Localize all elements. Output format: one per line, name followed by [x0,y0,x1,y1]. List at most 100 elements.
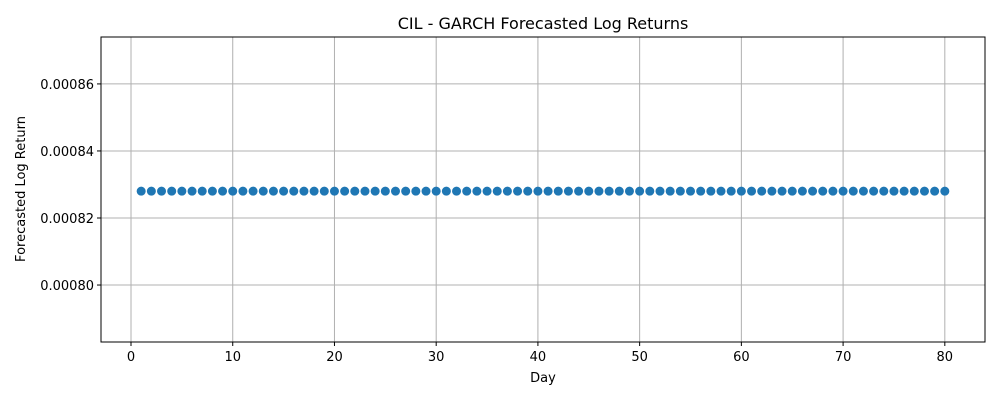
x-axis-label: Day [530,371,556,386]
y-axis-label: Forecasted Log Return [14,116,29,262]
data-point [777,186,787,196]
data-point [177,186,187,196]
data-point [604,186,614,196]
data-point [686,186,696,196]
data-point [401,186,411,196]
data-point [818,186,828,196]
y-tick-label: 0.00084 [40,145,94,160]
data-point [899,186,909,196]
data-point [421,186,431,196]
data-point [228,186,238,196]
data-point [665,186,675,196]
data-point [889,186,899,196]
data-point [848,186,858,196]
data-point [380,186,390,196]
data-point [248,186,258,196]
data-point [909,186,919,196]
data-point [299,186,309,196]
data-point [411,186,421,196]
data-point [675,186,685,196]
data-point [197,186,207,196]
data-point [808,186,818,196]
data-point [309,186,319,196]
x-tick-label: 50 [631,350,648,365]
data-point [350,186,360,196]
data-point [787,186,797,196]
data-point [513,186,523,196]
data-point [858,186,868,196]
data-point [869,186,879,196]
data-point [879,186,889,196]
data-point [747,186,757,196]
data-point [482,186,492,196]
data-point [533,186,543,196]
data-point [624,186,634,196]
data-point [940,186,950,196]
data-point [329,186,339,196]
data-point [502,186,512,196]
y-tick-label: 0.00080 [40,279,94,294]
x-tick-label: 80 [937,350,954,365]
data-point [472,186,482,196]
data-point [146,186,156,196]
data-point [136,186,146,196]
plot-frame [100,36,986,343]
data-point [635,186,645,196]
data-point [828,186,838,196]
x-tick-label: 30 [428,350,445,365]
data-point [797,186,807,196]
data-point [655,186,665,196]
y-tick-label: 0.00082 [40,212,94,227]
data-point [767,186,777,196]
data-point [360,186,370,196]
data-point [289,186,299,196]
data-point [930,186,940,196]
data-point [645,186,655,196]
data-point [574,186,584,196]
data-point [238,186,248,196]
data-point [492,186,502,196]
x-tick-label: 0 [127,350,135,365]
data-point [543,186,553,196]
data-point [563,186,573,196]
data-point [340,186,350,196]
data-point [441,186,451,196]
data-point [431,186,441,196]
x-tick-label: 10 [224,350,241,365]
data-point [452,186,462,196]
data-point [268,186,278,196]
data-point [157,186,167,196]
data-points [136,186,950,196]
x-tick-label: 40 [530,350,547,365]
data-point [919,186,929,196]
data-point [207,186,217,196]
data-point [218,186,228,196]
data-point [614,186,624,196]
data-point [167,186,177,196]
data-point [736,186,746,196]
data-point [187,186,197,196]
chart-title: CIL - GARCH Forecasted Log Returns [398,14,689,33]
x-tick-label: 70 [835,350,852,365]
data-point [370,186,380,196]
y-tick-label: 0.00086 [40,78,94,93]
data-point [716,186,726,196]
axis-ticks: 0 10 20 30 40 50 60 70 80 0.00080 0.00082 0.00084 0.… [40,78,953,365]
data-point [390,186,400,196]
data-point [279,186,289,196]
data-point [523,186,533,196]
data-point [757,186,767,196]
data-point [462,186,472,196]
data-point [838,186,848,196]
data-point [706,186,716,196]
data-point [696,186,706,196]
data-point [553,186,563,196]
x-tick-label: 60 [733,350,750,365]
data-point [584,186,594,196]
data-point [726,186,736,196]
data-point [258,186,268,196]
x-tick-label: 20 [326,350,343,365]
data-point [594,186,604,196]
data-point [319,186,329,196]
